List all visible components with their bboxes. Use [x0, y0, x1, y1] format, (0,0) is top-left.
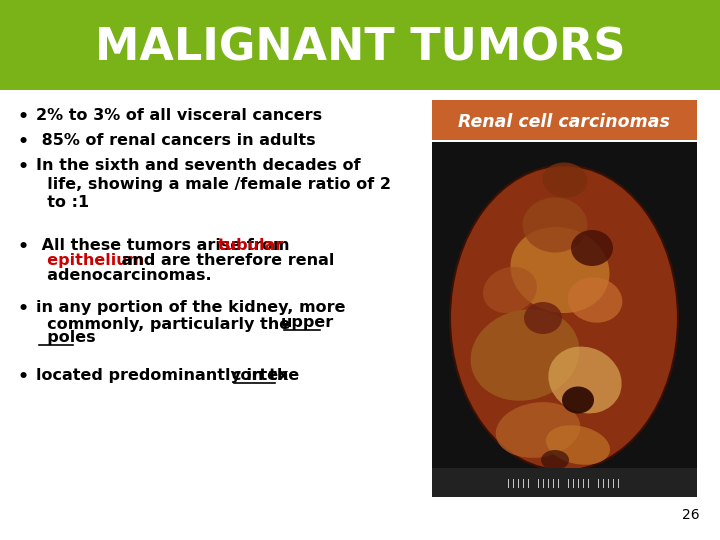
- Ellipse shape: [524, 302, 562, 334]
- Text: •: •: [18, 108, 29, 126]
- Ellipse shape: [546, 425, 610, 465]
- Text: tubular: tubular: [218, 238, 284, 253]
- Text: and are therefore renal: and are therefore renal: [116, 253, 334, 268]
- Ellipse shape: [541, 450, 569, 470]
- Ellipse shape: [543, 163, 588, 198]
- Ellipse shape: [562, 387, 594, 414]
- Text: •: •: [18, 368, 29, 386]
- Text: in any portion of the kidney, more
  commonly, particularly the: in any portion of the kidney, more commo…: [36, 300, 346, 333]
- Text: ||||| ||||| ||||| |||||: ||||| ||||| ||||| |||||: [506, 478, 621, 488]
- Ellipse shape: [523, 198, 588, 253]
- Ellipse shape: [549, 347, 621, 414]
- Text: Renal cell carcinomas: Renal cell carcinomas: [458, 113, 670, 131]
- Text: adenocarcinomas.: adenocarcinomas.: [36, 268, 212, 283]
- Text: •: •: [18, 238, 29, 256]
- Ellipse shape: [571, 230, 613, 266]
- Text: poles: poles: [36, 330, 96, 345]
- Ellipse shape: [510, 227, 610, 313]
- Text: MALIGNANT TUMORS: MALIGNANT TUMORS: [95, 26, 625, 70]
- Text: •: •: [18, 300, 29, 318]
- FancyBboxPatch shape: [432, 142, 697, 497]
- Text: upper: upper: [281, 315, 334, 330]
- Text: cortex: cortex: [231, 368, 289, 383]
- Text: 26: 26: [683, 508, 700, 522]
- Text: located predominantly in the: located predominantly in the: [36, 368, 305, 383]
- Ellipse shape: [450, 165, 678, 470]
- Text: In the sixth and seventh decades of
  life, showing a male /female ratio of 2
  : In the sixth and seventh decades of life…: [36, 158, 391, 210]
- Text: All these tumors arise from: All these tumors arise from: [36, 238, 295, 253]
- Ellipse shape: [496, 402, 580, 458]
- Text: •: •: [18, 133, 29, 151]
- FancyBboxPatch shape: [432, 468, 697, 497]
- Text: •: •: [18, 158, 29, 176]
- Text: epithelium: epithelium: [36, 253, 144, 268]
- Ellipse shape: [567, 278, 622, 323]
- FancyBboxPatch shape: [0, 0, 720, 90]
- Text: 85% of renal cancers in adults: 85% of renal cancers in adults: [36, 133, 315, 148]
- Ellipse shape: [471, 309, 580, 401]
- FancyBboxPatch shape: [432, 100, 697, 140]
- Ellipse shape: [483, 267, 537, 313]
- Text: 2% to 3% of all visceral cancers: 2% to 3% of all visceral cancers: [36, 108, 322, 123]
